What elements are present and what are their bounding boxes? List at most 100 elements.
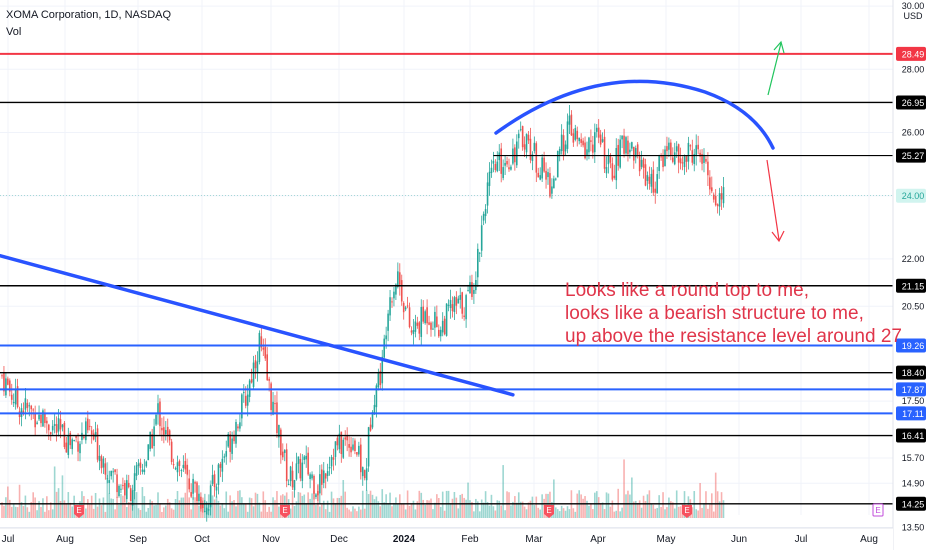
volume-bar xyxy=(666,507,668,518)
volume-bar xyxy=(223,508,226,518)
volume-bar xyxy=(276,491,278,518)
volume-bar xyxy=(248,497,251,518)
candle-body xyxy=(223,456,226,458)
volume-bar xyxy=(143,496,146,518)
volume-bar xyxy=(500,505,502,518)
volume-bar xyxy=(38,501,40,518)
volume-bar xyxy=(595,491,598,518)
candle-body xyxy=(424,311,426,324)
volume-bar xyxy=(601,502,604,518)
volume-bar xyxy=(393,502,395,518)
candle-body xyxy=(603,136,606,169)
volume-bar xyxy=(346,507,348,518)
candle-body xyxy=(215,486,218,491)
volume-bar xyxy=(707,508,709,518)
candle-body xyxy=(703,154,705,163)
candle-body xyxy=(601,139,604,142)
bearish-arrow-shaft xyxy=(766,159,780,241)
candle-body xyxy=(360,444,362,473)
volume-bar xyxy=(623,459,625,518)
candle-body xyxy=(266,354,268,381)
candle-body xyxy=(135,465,138,476)
candle-body xyxy=(701,154,703,164)
candle-body xyxy=(301,462,304,481)
candle-body xyxy=(525,133,528,153)
candle-body xyxy=(280,429,282,456)
volume-bar xyxy=(338,497,341,518)
candle-body xyxy=(79,443,81,454)
volume-bar xyxy=(126,507,128,518)
volume-bar xyxy=(159,504,161,518)
volume-bar xyxy=(720,492,723,518)
earnings-marker-label: E xyxy=(76,506,81,515)
candle-body xyxy=(147,444,150,461)
candle-body xyxy=(110,470,112,477)
candle-body xyxy=(508,167,510,170)
volume-bar xyxy=(478,511,481,518)
candle-body xyxy=(322,470,325,483)
volume-bar xyxy=(633,501,635,518)
candle-body xyxy=(381,356,384,384)
candle-body xyxy=(186,464,189,475)
candle-body xyxy=(648,176,651,184)
candle-body xyxy=(572,133,575,143)
volume-bar xyxy=(22,506,25,518)
volume-bar xyxy=(603,509,606,518)
candle-body xyxy=(436,316,438,328)
candle-body xyxy=(246,394,249,406)
candle-body xyxy=(566,121,569,149)
volume-bar xyxy=(12,504,15,518)
candle-body xyxy=(656,174,658,194)
candle-body xyxy=(471,282,473,297)
candle-body xyxy=(615,148,618,181)
candle-body xyxy=(55,424,58,433)
candle-body xyxy=(313,475,315,494)
candle-body xyxy=(229,434,231,452)
volume-bar xyxy=(502,465,504,518)
candle-body xyxy=(139,462,142,468)
volume-bar xyxy=(153,505,155,518)
candle-body xyxy=(478,252,481,254)
volume-bar xyxy=(650,503,653,518)
volume-bar xyxy=(636,502,639,518)
candle-body xyxy=(57,418,60,432)
volume-bar xyxy=(574,511,577,518)
volume-bar xyxy=(172,509,175,518)
volume-bar xyxy=(46,496,48,518)
volume-bar xyxy=(297,491,300,518)
volume-bar xyxy=(363,508,366,518)
volume-bar xyxy=(482,502,485,518)
volume-bar xyxy=(716,491,719,518)
volume-bar xyxy=(322,500,325,518)
candle-body xyxy=(375,385,378,408)
candle-body xyxy=(348,444,350,448)
volume-bar xyxy=(42,498,44,518)
volume-bar xyxy=(330,491,333,518)
volume-bar xyxy=(118,504,120,518)
volume-bar xyxy=(63,500,66,518)
candle-body xyxy=(640,159,643,167)
volume-bar xyxy=(377,501,380,518)
candle-body xyxy=(5,378,7,396)
candle-body xyxy=(685,155,688,162)
volume-bar xyxy=(90,495,93,518)
volume-bar xyxy=(243,504,245,518)
candle-body xyxy=(9,380,11,392)
volume-bar xyxy=(7,486,9,518)
candle-body xyxy=(315,494,317,498)
candle-body xyxy=(689,145,692,147)
candle-body xyxy=(556,151,559,178)
candle-body xyxy=(38,414,40,420)
volume-bar xyxy=(303,494,306,518)
volume-bar xyxy=(568,509,571,518)
price-tick-label: 14.90 xyxy=(902,478,925,488)
earnings-marker xyxy=(544,505,554,518)
volume-bar xyxy=(227,511,229,518)
volume-bar xyxy=(611,500,614,518)
candle-body xyxy=(200,496,202,509)
time-tick-label: 2024 xyxy=(393,534,416,545)
volume-bar xyxy=(584,496,586,518)
volume-bar xyxy=(102,497,105,518)
volume-bar xyxy=(673,508,676,518)
